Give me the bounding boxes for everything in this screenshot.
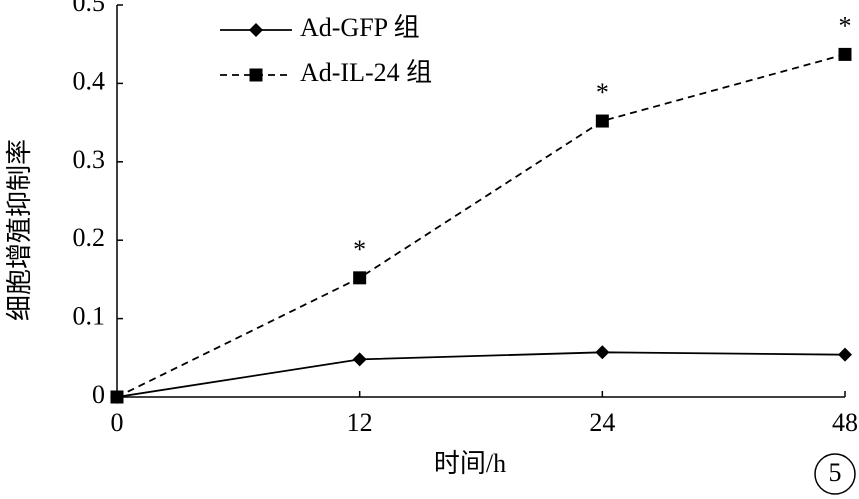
marker — [353, 271, 367, 285]
series-line — [116, 351, 846, 398]
y-axis-label: 细胞增殖抑制率 — [5, 139, 34, 321]
y-tick-label: 0.1 — [73, 302, 106, 331]
significance-label: * — [596, 78, 609, 107]
y-tick-label: 0.5 — [73, 0, 106, 17]
y-tick-label: 0 — [92, 380, 105, 409]
marker — [838, 47, 852, 61]
panel-circle — [814, 453, 856, 495]
x-tick-label: 12 — [347, 408, 373, 437]
significance-label: * — [839, 11, 852, 40]
marker — [110, 390, 124, 404]
x-axis-label: 时间/h — [434, 449, 506, 478]
x-tick-label: 24 — [589, 408, 615, 437]
marker — [595, 345, 610, 360]
marker — [249, 68, 263, 82]
marker — [838, 347, 852, 362]
significance-label: * — [353, 235, 366, 264]
legend-label: Ad-GFP 组 — [300, 13, 420, 42]
y-tick-label: 0.4 — [73, 66, 106, 95]
panel-label: 5 — [829, 458, 842, 487]
y-tick-label: 0.3 — [73, 145, 106, 174]
series-line — [116, 53, 846, 398]
x-tick-label: 48 — [832, 408, 858, 437]
marker — [595, 114, 609, 128]
x-tick-label: 0 — [111, 408, 124, 437]
marker — [352, 352, 367, 367]
y-tick-label: 0.2 — [73, 223, 106, 252]
marker — [249, 23, 263, 37]
legend-label: Ad-IL-24 组 — [300, 58, 432, 87]
